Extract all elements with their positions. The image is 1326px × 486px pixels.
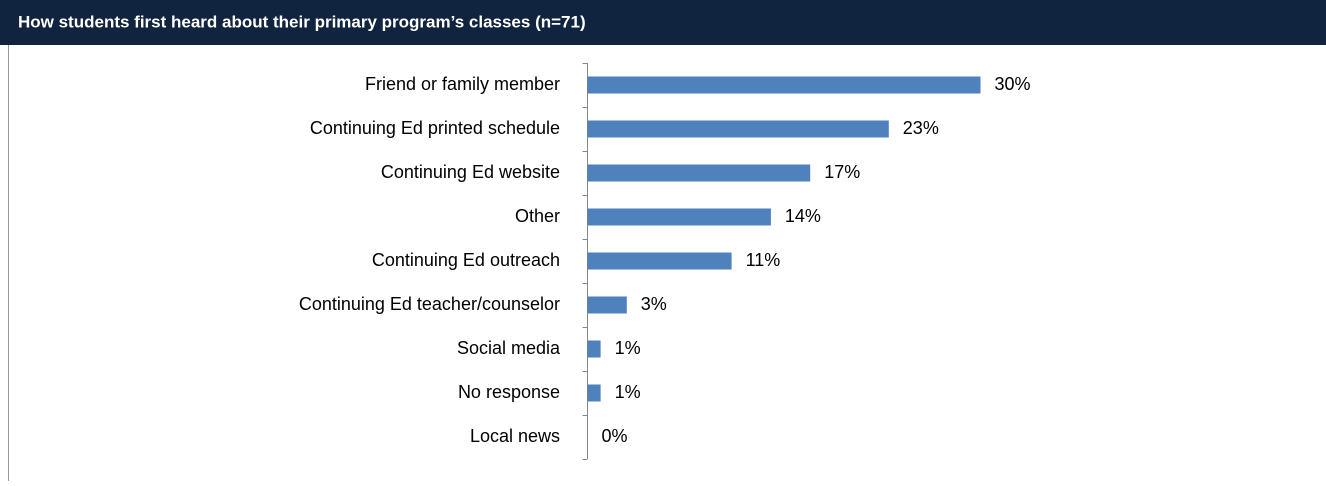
bar <box>587 164 811 182</box>
header-bar <box>0 0 1326 45</box>
value-label: 14% <box>785 206 821 226</box>
bar <box>587 208 771 226</box>
category-label: Social media <box>457 338 561 358</box>
category-label: Friend or family member <box>365 74 560 94</box>
value-label: 1% <box>615 382 641 402</box>
category-label: Continuing Ed printed schedule <box>310 118 560 138</box>
category-label: Continuing Ed website <box>381 162 560 182</box>
value-label: 1% <box>615 338 641 358</box>
category-label: Other <box>515 206 560 226</box>
bar <box>587 252 732 270</box>
value-label: 30% <box>995 74 1031 94</box>
bar <box>587 76 981 94</box>
value-label: 11% <box>746 250 781 270</box>
value-label: 0% <box>602 426 628 446</box>
category-label: No response <box>458 382 560 402</box>
bar <box>587 384 601 402</box>
category-label: Local news <box>470 426 560 446</box>
bar <box>587 120 889 138</box>
bar <box>587 340 601 358</box>
value-label: 17% <box>824 162 860 182</box>
category-label: Continuing Ed outreach <box>372 250 560 270</box>
category-label: Continuing Ed teacher/counselor <box>299 294 560 314</box>
bar <box>587 296 627 314</box>
value-label: 3% <box>641 294 667 314</box>
chart-title: How students first heard about their pri… <box>18 12 586 31</box>
value-label: 23% <box>903 118 939 138</box>
